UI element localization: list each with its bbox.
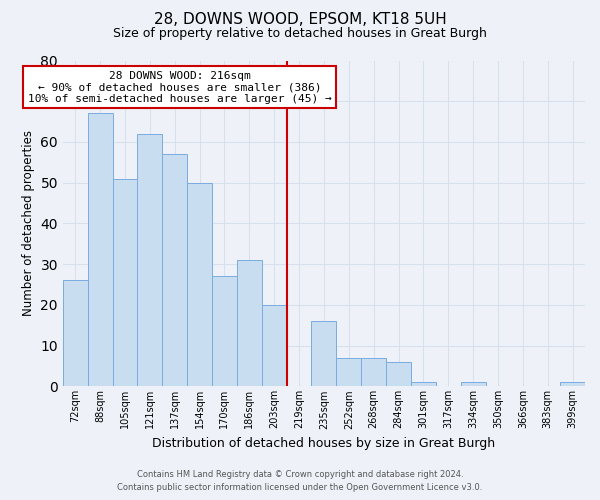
Bar: [560, 382, 585, 386]
Bar: [63, 280, 88, 386]
Text: Size of property relative to detached houses in Great Burgh: Size of property relative to detached ho…: [113, 28, 487, 40]
Text: Contains HM Land Registry data © Crown copyright and database right 2024.
Contai: Contains HM Land Registry data © Crown c…: [118, 470, 482, 492]
Bar: [337, 358, 361, 386]
Bar: [88, 114, 113, 386]
Bar: [212, 276, 237, 386]
Bar: [361, 358, 386, 386]
X-axis label: Distribution of detached houses by size in Great Burgh: Distribution of detached houses by size …: [152, 437, 496, 450]
Bar: [411, 382, 436, 386]
Bar: [237, 260, 262, 386]
Bar: [137, 134, 162, 386]
Bar: [386, 362, 411, 386]
Text: 28 DOWNS WOOD: 216sqm
← 90% of detached houses are smaller (386)
10% of semi-det: 28 DOWNS WOOD: 216sqm ← 90% of detached …: [28, 70, 332, 104]
Bar: [187, 182, 212, 386]
Y-axis label: Number of detached properties: Number of detached properties: [22, 130, 35, 316]
Text: 28, DOWNS WOOD, EPSOM, KT18 5UH: 28, DOWNS WOOD, EPSOM, KT18 5UH: [154, 12, 446, 28]
Bar: [311, 321, 337, 386]
Bar: [262, 305, 287, 386]
Bar: [461, 382, 485, 386]
Bar: [113, 178, 137, 386]
Bar: [162, 154, 187, 386]
